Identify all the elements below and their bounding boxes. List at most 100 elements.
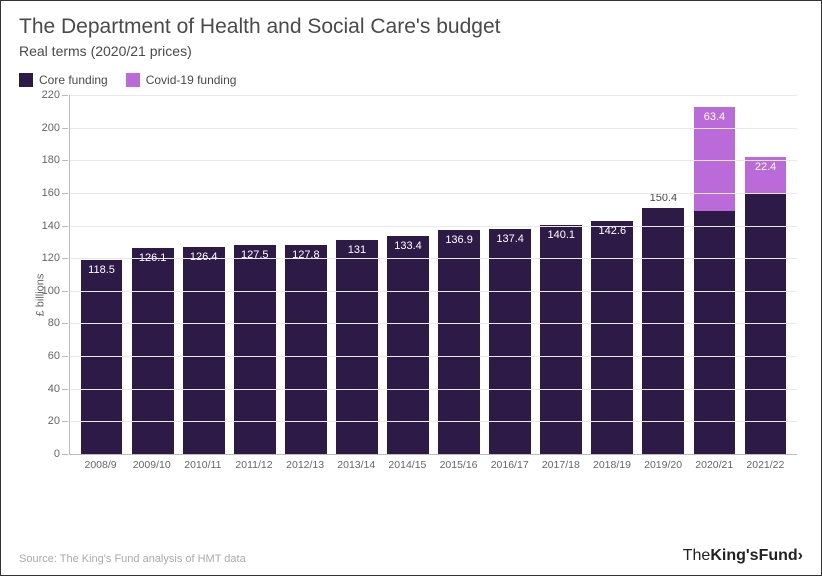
bar-stack: 137.4 xyxy=(489,229,531,454)
bar-slot: 126.4 xyxy=(178,95,229,454)
bars-container: 118.5 126.1 126.4 127.5 127.8 131 133.4 136.9 13… xyxy=(70,95,797,454)
grid-line xyxy=(70,323,797,324)
legend-swatch-covid xyxy=(126,73,140,87)
bar-stack: 142.6 xyxy=(591,221,633,454)
grid-line xyxy=(70,160,797,161)
x-tick-label: 2021/22 xyxy=(740,459,791,471)
legend-swatch-core xyxy=(19,73,33,87)
bar-segment-core: 142.6 xyxy=(591,221,633,454)
y-tick-label: 20 xyxy=(48,415,60,427)
chart-area: £ billions 118.5126.1126.4127.5127.81311… xyxy=(69,95,797,495)
bar-slot: 142.6 xyxy=(587,95,638,454)
y-tick xyxy=(62,389,68,390)
bar-value-core: 118.5 xyxy=(88,264,115,276)
bar-stack: 150.4 xyxy=(642,208,684,454)
x-tick-label: 2009/10 xyxy=(126,459,177,471)
bar-value-core: 127.5 xyxy=(241,249,269,261)
bar-stack: 15922.4 xyxy=(745,157,787,454)
bar-slot: 127.8 xyxy=(280,95,331,454)
bar-slot: 133.4 xyxy=(382,95,433,454)
y-tick xyxy=(62,323,68,324)
bar-segment-core: 148.7 xyxy=(694,211,736,454)
bar-stack: 127.8 xyxy=(285,245,327,454)
bar-slot: 127.5 xyxy=(229,95,280,454)
x-tick-label: 2019/20 xyxy=(638,459,689,471)
grid-line xyxy=(70,356,797,357)
y-tick xyxy=(62,128,68,129)
bar-slot: 126.1 xyxy=(127,95,178,454)
bar-slot: 140.1 xyxy=(536,95,587,454)
bar-value-covid: 63.4 xyxy=(704,111,725,123)
chart-subtitle: Real terms (2020/21 prices) xyxy=(19,43,803,59)
bar-value-core: 140.1 xyxy=(547,229,575,241)
brand-pre: The xyxy=(683,547,711,564)
chevron-right-icon: › xyxy=(798,547,803,564)
footer: Source: The King's Fund analysis of HMT … xyxy=(19,547,803,565)
bar-slot: 150.4 xyxy=(638,95,689,454)
bar-slot: 148.7 63.4 xyxy=(689,95,740,454)
grid-line xyxy=(70,258,797,259)
x-tick-label: 2020/21 xyxy=(689,459,740,471)
bar-value-covid: 22.4 xyxy=(755,161,776,173)
bar-value-core: 136.9 xyxy=(445,234,473,246)
y-tick-label: 100 xyxy=(42,285,60,297)
grid-line xyxy=(70,128,797,129)
y-tick-label: 40 xyxy=(48,383,60,395)
bar-stack: 126.1 xyxy=(132,248,174,454)
bar-value-core: 133.4 xyxy=(394,240,422,252)
bar-stack: 148.7 63.4 xyxy=(694,107,736,454)
x-axis-labels: 2008/92009/102010/112011/122012/132013/1… xyxy=(69,459,797,471)
y-tick xyxy=(62,193,68,194)
grid-line xyxy=(70,193,797,194)
chart-frame: The Department of Health and Social Care… xyxy=(0,0,822,576)
source-text: Source: The King's Fund analysis of HMT … xyxy=(19,553,246,565)
y-tick-label: 200 xyxy=(42,122,60,134)
y-tick-label: 0 xyxy=(54,448,60,460)
plot-area: 118.5 126.1 126.4 127.5 127.8 131 133.4 136.9 13… xyxy=(69,95,797,455)
y-tick-label: 180 xyxy=(42,154,60,166)
grid-line xyxy=(70,95,797,96)
grid-line xyxy=(70,421,797,422)
y-tick-label: 220 xyxy=(42,89,60,101)
x-tick-label: 2016/17 xyxy=(484,459,535,471)
x-tick-label: 2010/11 xyxy=(177,459,228,471)
bar-slot: 15922.4 xyxy=(740,95,791,454)
bar-value-core: 131 xyxy=(348,244,366,256)
x-tick-label: 2008/9 xyxy=(75,459,126,471)
y-tick xyxy=(62,160,68,161)
brand-logo: TheKing'sFund› xyxy=(683,547,803,565)
bar-segment-covid: 22.4 xyxy=(745,157,787,194)
bar-segment-core: 127.8 xyxy=(285,245,327,454)
bar-segment-core: 126.1 xyxy=(132,248,174,454)
y-tick xyxy=(62,226,68,227)
bar-segment-covid: 63.4 xyxy=(694,107,736,211)
bar-slot: 136.9 xyxy=(434,95,485,454)
y-tick-label: 120 xyxy=(42,252,60,264)
bar-value-core: 126.4 xyxy=(190,251,218,263)
y-tick xyxy=(62,421,68,422)
x-tick-label: 2018/19 xyxy=(586,459,637,471)
bar-segment-core: 137.4 xyxy=(489,229,531,454)
chart-title: The Department of Health and Social Care… xyxy=(19,15,803,39)
grid-line xyxy=(70,226,797,227)
bar-slot: 137.4 xyxy=(485,95,536,454)
x-tick-label: 2017/18 xyxy=(535,459,586,471)
bar-segment-core: 127.5 xyxy=(234,245,276,454)
bar-slot: 118.5 xyxy=(76,95,127,454)
brand-bold: King'sFund xyxy=(710,547,797,564)
x-tick-label: 2015/16 xyxy=(433,459,484,471)
y-tick xyxy=(62,258,68,259)
bar-slot: 131 xyxy=(331,95,382,454)
y-tick-label: 140 xyxy=(42,220,60,232)
x-tick-label: 2012/13 xyxy=(280,459,331,471)
grid-line xyxy=(70,389,797,390)
y-tick-label: 160 xyxy=(42,187,60,199)
legend-item-covid: Covid-19 funding xyxy=(126,73,237,87)
y-tick xyxy=(62,356,68,357)
bar-stack: 126.4 xyxy=(183,247,225,454)
y-tick xyxy=(62,454,68,455)
y-tick xyxy=(62,95,68,96)
legend-label-core: Core funding xyxy=(39,73,108,87)
y-tick-label: 80 xyxy=(48,317,60,329)
bar-value-core: 137.4 xyxy=(496,233,524,245)
